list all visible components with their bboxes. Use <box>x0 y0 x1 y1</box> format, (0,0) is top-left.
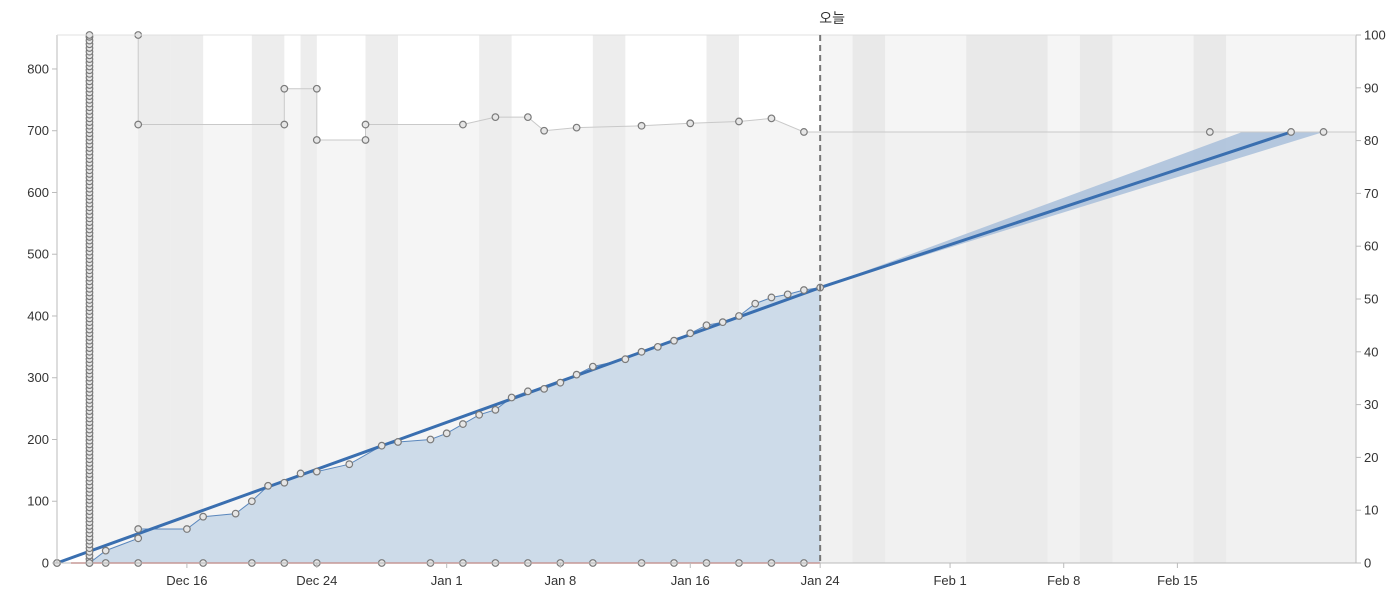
completed-marker-26 <box>588 362 597 371</box>
completed-marker-28 <box>637 347 646 356</box>
completed-marker-24 <box>556 378 565 387</box>
y-right-tick-label-10: 100 <box>1364 28 1386 43</box>
completed-marker-9 <box>264 481 272 490</box>
x-tick-label-1: Dec 24 <box>296 573 337 588</box>
y-right-tick-label-8: 80 <box>1364 133 1378 148</box>
area-layer <box>57 35 1356 563</box>
scope-marker-12 <box>540 126 549 135</box>
y-right-tick-label-4: 40 <box>1364 344 1378 359</box>
completed-marker-17 <box>442 429 451 438</box>
scope-marker-7 <box>361 136 370 144</box>
completed-marker-2 <box>101 546 110 555</box>
completed-marker-15 <box>394 438 402 446</box>
scope-marker-3 <box>280 120 289 129</box>
scope-marker-2 <box>134 120 143 129</box>
completed-marker-36 <box>767 293 776 302</box>
completed-marker-11 <box>296 469 305 478</box>
completed-marker-10 <box>280 478 289 487</box>
completed-marker-18 <box>459 420 467 428</box>
forecast-point-0 <box>1205 128 1214 136</box>
scope-marker-6 <box>312 136 321 144</box>
x-tick-label-6: Feb 1 <box>933 573 966 588</box>
y-left-tick-label-6: 600 <box>27 185 49 200</box>
completed-marker-30 <box>670 336 678 345</box>
completed-marker-16 <box>426 435 435 444</box>
completed-marker-35 <box>751 299 760 308</box>
y-right-tick-label-2: 20 <box>1364 450 1378 465</box>
scope-marker-13 <box>572 123 581 132</box>
today-label: 오늘 <box>819 11 845 27</box>
y-left-tick-label-3: 300 <box>27 370 49 385</box>
y-left-tick-label-5: 500 <box>27 247 49 262</box>
completed-marker-29 <box>653 342 662 351</box>
x-tick-label-4: Jan 16 <box>671 573 710 588</box>
y-left-tick-label-2: 200 <box>27 432 49 447</box>
completed-marker-34 <box>735 312 743 320</box>
y-left-tick-label-7: 700 <box>27 123 49 138</box>
completed-marker-38 <box>800 286 808 294</box>
completed-marker-27 <box>621 355 630 364</box>
y-right-tick-label-5: 50 <box>1364 292 1378 307</box>
y-right-tick-label-7: 70 <box>1364 186 1378 201</box>
completed-marker-32 <box>702 321 711 330</box>
scope-marker-14 <box>637 121 646 130</box>
completed-marker-12 <box>312 467 321 476</box>
completed-marker-19 <box>475 410 484 419</box>
completed-marker-7 <box>231 509 240 518</box>
forecast-point-2 <box>1319 128 1328 136</box>
y-right-tick-label-6: 60 <box>1364 239 1378 254</box>
completed-marker-3 <box>134 534 143 543</box>
y-right-tick-label-0: 0 <box>1364 556 1371 571</box>
y-right-tick-label-3: 30 <box>1364 397 1378 412</box>
scope-marker-11 <box>523 113 532 122</box>
completed-marker-23 <box>540 384 549 393</box>
y-left-tick-label-0: 0 <box>42 556 49 571</box>
completed-marker-33 <box>718 318 727 327</box>
x-tick-label-2: Jan 1 <box>431 573 463 588</box>
x-tick-label-3: Jan 8 <box>544 573 576 588</box>
scope-marker-9 <box>459 120 467 129</box>
forecast-point-1 <box>1287 128 1295 136</box>
scope-marker-8 <box>361 120 370 129</box>
y-right-tick-label-9: 90 <box>1364 80 1378 95</box>
y-left-tick-label-1: 100 <box>27 494 49 509</box>
y-right-tick-label-1: 10 <box>1364 503 1378 518</box>
completed-marker-13 <box>345 460 354 469</box>
forecast-range <box>820 132 1324 288</box>
completed-marker-4 <box>134 525 143 533</box>
completed-area <box>57 287 821 563</box>
completed-marker-14 <box>377 441 386 450</box>
completed-marker-20 <box>491 405 500 414</box>
axes-layer <box>56 34 1357 564</box>
completed-marker-6 <box>199 512 208 521</box>
scope-marker-10 <box>491 113 500 122</box>
scope-marker-18 <box>800 128 808 136</box>
completed-marker-21 <box>507 393 516 402</box>
x-tick-label-8: Feb 15 <box>1157 573 1197 588</box>
completed-marker-37 <box>783 290 792 299</box>
scope-marker-5 <box>312 84 321 93</box>
scope-marker-17 <box>767 114 776 123</box>
completed-line <box>57 287 821 564</box>
tick-labels-layer: Dec 16 Dec 24 Jan 1 Jan 8 Jan 16 Jan 24 Feb 1 F… <box>27 28 1385 589</box>
y-left-tick-label-8: 800 <box>27 61 49 76</box>
forecast-line <box>819 130 1292 290</box>
today-marker-layer: 오늘 <box>819 11 845 563</box>
completed-marker-25 <box>572 370 581 379</box>
scope-marker-15 <box>686 119 695 128</box>
x-tick-label-0: Dec 16 <box>166 573 207 588</box>
x-tick-label-5: Jan 24 <box>801 573 840 588</box>
x-tick-label-7: Feb 8 <box>1047 573 1080 588</box>
completed-marker-31 <box>686 329 695 338</box>
y-left-tick-label-4: 400 <box>27 308 49 323</box>
scope-area <box>89 35 1356 563</box>
completed-marker-5 <box>182 525 191 533</box>
scope-line <box>89 34 1356 141</box>
scope-marker-4 <box>280 84 289 93</box>
completed-marker-22 <box>523 387 532 396</box>
scope-marker-16 <box>735 117 743 126</box>
completed-marker-8 <box>247 497 256 506</box>
